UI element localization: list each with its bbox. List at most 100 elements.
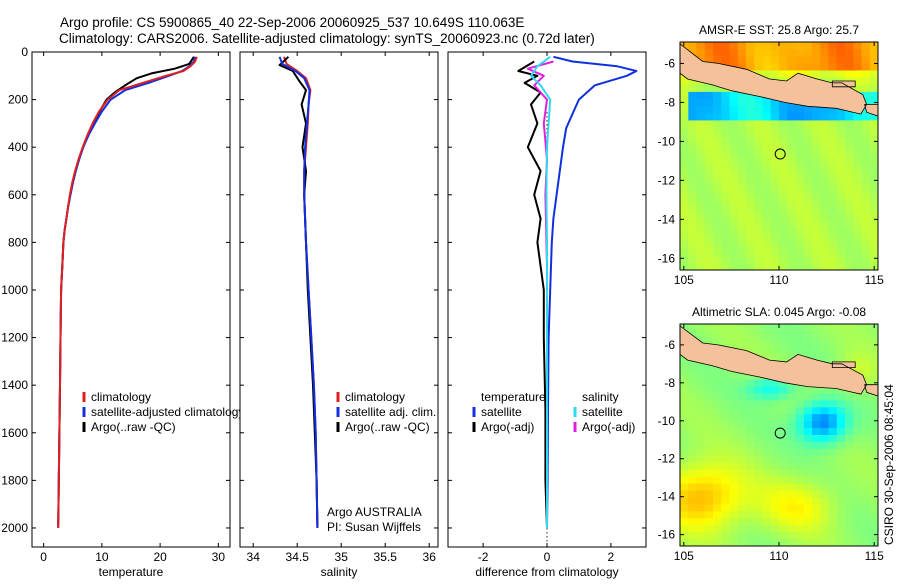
- map-cell: [688, 365, 698, 374]
- map-cell: [737, 393, 747, 401]
- map-cell: [803, 400, 813, 408]
- map-cell: [762, 532, 772, 540]
- map-cell: [704, 448, 714, 457]
- map-cell: [696, 84, 706, 93]
- map-cell: [861, 227, 871, 235]
- map-cell: [754, 213, 764, 221]
- map-cell: [746, 49, 755, 57]
- map-cell: [713, 113, 722, 121]
- map-cell: [853, 77, 863, 86]
- map-cell: [853, 490, 863, 498]
- map-cell: [770, 511, 780, 519]
- map-cell: [696, 262, 706, 270]
- y-tick-label: -14: [658, 212, 676, 226]
- map-cell: [737, 490, 747, 498]
- map-cell: [795, 227, 805, 235]
- map-cell: [820, 113, 830, 121]
- map-cell: [713, 248, 722, 257]
- map-cell: [853, 42, 863, 50]
- map-cell: [812, 198, 821, 207]
- map-cell: [853, 113, 863, 121]
- map-cell: [770, 497, 780, 505]
- map-cell: [704, 42, 714, 50]
- map-cell: [680, 525, 689, 533]
- map-cell: [803, 156, 813, 164]
- map-cell: [795, 525, 805, 533]
- map-cell: [680, 120, 689, 129]
- map-cell: [812, 148, 821, 157]
- panel-salinity: 34 34.5 35 35.5 36 salinity climatologysatelli…: [239, 51, 439, 579]
- map-cell: [779, 351, 788, 360]
- map-cell: [795, 324, 805, 332]
- x-axis-label: difference from climatology: [475, 565, 618, 579]
- map-cell: [845, 241, 854, 250]
- map-cell: [704, 372, 714, 381]
- map-cell: [845, 518, 854, 526]
- map-cell: [861, 428, 871, 436]
- map-cell: [869, 518, 878, 526]
- map-cell: [770, 170, 780, 178]
- map-cell: [688, 184, 698, 193]
- map-cell: [828, 227, 838, 235]
- map-cell: [680, 113, 689, 121]
- map-cell: [795, 414, 805, 422]
- map-cell: [795, 441, 805, 450]
- map-cell: [704, 407, 714, 415]
- map-cell: [737, 262, 747, 270]
- map-cell: [869, 227, 878, 235]
- map-cell: [820, 330, 830, 339]
- map-cell: [704, 56, 714, 64]
- map-cell: [820, 177, 830, 186]
- map-cell: [779, 386, 788, 394]
- map-cell: [762, 255, 772, 264]
- map-cell: [869, 344, 878, 353]
- map-cell: [795, 248, 805, 257]
- map-cell: [721, 483, 731, 492]
- map-cell: [754, 262, 764, 270]
- map-cell: [762, 156, 772, 164]
- map-cell: [795, 113, 805, 121]
- map-cell: [721, 148, 731, 157]
- map-cell: [820, 205, 830, 214]
- map-cell: [729, 421, 739, 429]
- map-cell: [828, 448, 838, 457]
- legend-label: satellite: [481, 405, 522, 419]
- map-cell: [754, 497, 764, 505]
- map-cell: [845, 163, 854, 171]
- map-cell: [746, 42, 755, 50]
- map-cell: [746, 455, 755, 464]
- map-cell: [762, 148, 772, 157]
- map-cell: [688, 435, 698, 443]
- map-cell: [836, 386, 846, 394]
- map-cell: [836, 351, 846, 360]
- legend-title: salinity: [582, 390, 619, 404]
- map-cell: [803, 407, 813, 415]
- map-cell: [795, 170, 805, 178]
- map-cell: [779, 127, 788, 136]
- map-cell: [845, 70, 854, 79]
- map-cell: [869, 163, 878, 171]
- map-cell: [853, 156, 863, 164]
- map-cell: [845, 428, 854, 436]
- map-cell: [812, 134, 821, 143]
- map-cell: [704, 379, 714, 387]
- map-cell: [820, 448, 830, 457]
- map-cell: [861, 141, 871, 150]
- map-cell: [795, 344, 805, 353]
- map-cell: [770, 414, 780, 422]
- map-cell: [721, 113, 731, 121]
- x-tick-label: 36: [423, 550, 437, 564]
- map-cell: [836, 106, 846, 114]
- map-cell: [820, 163, 830, 171]
- map-cell: [762, 213, 772, 221]
- map-cell: [680, 504, 689, 512]
- map-cell: [713, 504, 722, 512]
- map-cell: [737, 184, 747, 193]
- map-cell: [820, 49, 830, 57]
- map-cell: [803, 56, 813, 64]
- header-line-1: Argo profile: CS 5900865_40 22-Sep-2006 …: [60, 15, 524, 30]
- map-cell: [869, 448, 878, 457]
- map-cell: [737, 435, 747, 443]
- map-cell: [861, 191, 871, 200]
- map-cell: [680, 241, 689, 250]
